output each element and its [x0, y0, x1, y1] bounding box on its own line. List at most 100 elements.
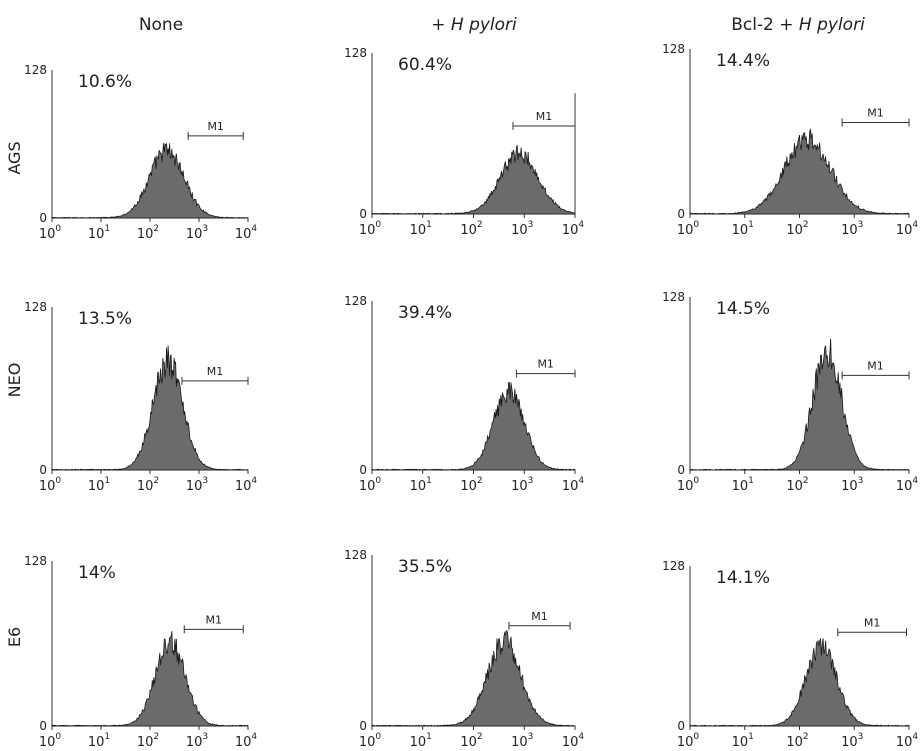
- histogram-series: [371, 145, 576, 215]
- x-tick-base: 10: [460, 223, 477, 238]
- x-tick-exponent: 1: [104, 224, 110, 234]
- column-title: None: [139, 15, 183, 35]
- x-tick-base: 10: [235, 479, 252, 494]
- x-tick-base: 10: [677, 735, 694, 750]
- x-tick-label: 104: [562, 220, 585, 238]
- x-tick-label: 101: [88, 476, 110, 494]
- x-tick-label: 100: [359, 732, 382, 750]
- x-tick-exponent: 1: [426, 732, 432, 742]
- x-tick-exponent: 0: [375, 220, 381, 230]
- x-tick-base: 10: [511, 223, 528, 238]
- x-tick-exponent: 3: [202, 224, 208, 234]
- gate-label: M1: [207, 365, 224, 378]
- x-tick-base: 10: [88, 735, 105, 750]
- x-tick-label: 100: [359, 220, 382, 238]
- x-tick-exponent: 3: [528, 476, 534, 486]
- x-tick-exponent: 0: [375, 732, 381, 742]
- column-title-italic: H pylori: [451, 15, 517, 35]
- x-tick-label: 103: [841, 220, 863, 238]
- gated-percentage-label: 13.5%: [78, 309, 132, 329]
- x-tick-exponent: 3: [528, 732, 534, 742]
- x-tick-label: 102: [137, 224, 159, 242]
- column-title-italic: H pylori: [799, 15, 865, 35]
- x-tick-base: 10: [896, 479, 913, 494]
- x-tick-label: 104: [235, 732, 258, 750]
- histogram-series: [51, 631, 249, 727]
- y-tick-label: 128: [344, 548, 367, 562]
- x-tick-exponent: 2: [803, 732, 809, 742]
- x-tick-label: 102: [460, 732, 482, 750]
- histogram-series: [371, 630, 576, 727]
- x-tick-label: 103: [511, 732, 533, 750]
- x-tick-exponent: 4: [251, 476, 257, 486]
- x-tick-exponent: 3: [858, 476, 864, 486]
- x-tick-base: 10: [410, 223, 427, 238]
- column-title-prefix: +: [431, 15, 451, 35]
- x-tick-exponent: 0: [693, 476, 699, 486]
- x-tick-label: 104: [235, 224, 258, 242]
- x-tick-base: 10: [186, 227, 203, 242]
- gate-label: M1: [531, 610, 548, 623]
- y-tick-label: 0: [359, 719, 367, 733]
- x-tick-base: 10: [88, 227, 105, 242]
- x-tick-label: 104: [562, 476, 585, 494]
- gate-label: M1: [536, 110, 553, 123]
- histogram-series: [51, 345, 249, 471]
- x-tick-exponent: 0: [375, 476, 381, 486]
- x-tick-label: 103: [186, 732, 208, 750]
- x-tick-base: 10: [137, 227, 154, 242]
- x-tick-base: 10: [359, 735, 376, 750]
- x-tick-exponent: 4: [578, 732, 584, 742]
- x-tick-base: 10: [235, 227, 252, 242]
- x-tick-label: 101: [732, 732, 754, 750]
- x-tick-exponent: 0: [693, 220, 699, 230]
- x-tick-exponent: 0: [55, 224, 61, 234]
- x-tick-exponent: 1: [426, 476, 432, 486]
- x-tick-label: 103: [841, 476, 863, 494]
- x-tick-base: 10: [786, 223, 803, 238]
- x-tick-exponent: 2: [477, 476, 483, 486]
- x-tick-label: 100: [677, 476, 700, 494]
- histogram-series: [51, 142, 249, 219]
- x-tick-label: 101: [88, 732, 110, 750]
- x-tick-base: 10: [677, 223, 694, 238]
- x-tick-label: 101: [732, 476, 754, 494]
- x-tick-base: 10: [186, 479, 203, 494]
- gated-percentage-label: 14.4%: [716, 51, 770, 71]
- x-tick-base: 10: [39, 479, 56, 494]
- row-label: AGS: [5, 141, 24, 174]
- histogram-series: [689, 638, 910, 727]
- x-tick-base: 10: [786, 735, 803, 750]
- x-tick-base: 10: [562, 223, 579, 238]
- x-tick-label: 102: [786, 476, 808, 494]
- x-tick-exponent: 4: [578, 476, 584, 486]
- x-tick-exponent: 2: [803, 476, 809, 486]
- y-tick-label: 128: [24, 554, 47, 568]
- x-tick-label: 103: [511, 476, 533, 494]
- x-tick-exponent: 3: [528, 220, 534, 230]
- y-tick-label: 128: [662, 559, 685, 573]
- x-tick-base: 10: [460, 479, 477, 494]
- x-tick-base: 10: [235, 735, 252, 750]
- x-tick-base: 10: [39, 227, 56, 242]
- gated-percentage-label: 14%: [78, 563, 116, 583]
- y-tick-label: 0: [677, 719, 685, 733]
- x-tick-label: 100: [39, 476, 62, 494]
- y-tick-label: 128: [24, 63, 47, 77]
- column-title-prefix: Bcl-2 +: [731, 15, 799, 35]
- x-tick-exponent: 4: [912, 476, 918, 486]
- y-tick-label: 0: [39, 719, 47, 733]
- x-tick-label: 104: [896, 220, 919, 238]
- x-tick-label: 104: [562, 732, 585, 750]
- x-tick-exponent: 3: [202, 732, 208, 742]
- column-title: Bcl-2 + H pylori: [731, 15, 865, 35]
- row-label: E6: [5, 627, 24, 647]
- x-tick-label: 100: [677, 220, 700, 238]
